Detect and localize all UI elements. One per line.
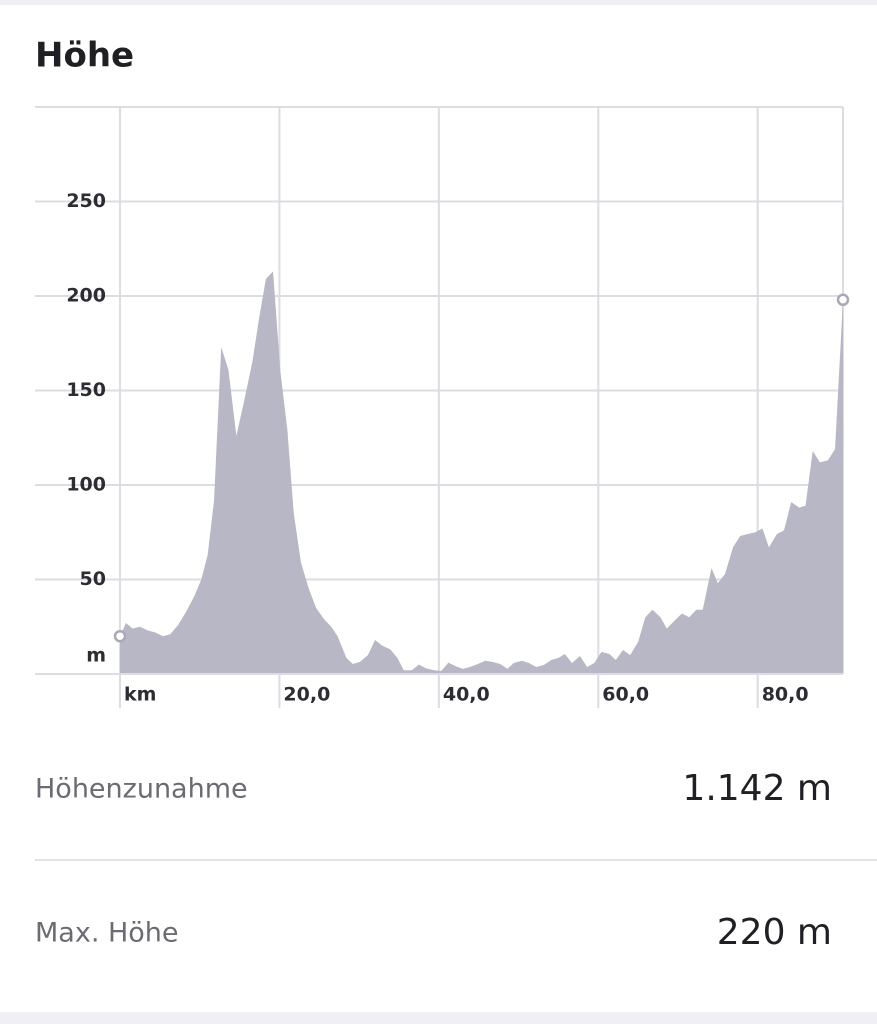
end-marker (836, 293, 850, 307)
stat-label: Max. Höhe (35, 918, 179, 949)
stat-value: 1.142 m (682, 768, 832, 809)
y-tick-label: 150 (66, 379, 106, 401)
y-tick-label: 50 (80, 568, 106, 590)
x-tick-label: 80,0 (762, 684, 809, 706)
end-marker (113, 629, 127, 643)
y-tick-label: m (86, 645, 106, 667)
stats: Höhenzunahme 1.142 m Max. Höhe 220 m (35, 768, 832, 953)
card-title: Höhe (35, 36, 134, 76)
y-tick-label: 200 (66, 285, 106, 307)
stat-value: 220 m (717, 912, 832, 953)
elevation-chart: m 50 100 150 200 250 km 20,0 40,0 60,0 80,0 (35, 106, 850, 708)
y-tick-label: 100 (66, 474, 106, 496)
x-tick-label: 40,0 (443, 684, 490, 706)
x-tick-label: 60,0 (602, 684, 649, 706)
elevation-area (120, 271, 843, 674)
x-tick-label: 20,0 (283, 684, 330, 706)
x-tick-label: km (124, 684, 156, 706)
bottom-strip (0, 1012, 877, 1024)
top-strip (0, 0, 877, 5)
stat-label: Höhenzunahme (35, 774, 248, 805)
y-tick-label: 250 (66, 190, 106, 212)
